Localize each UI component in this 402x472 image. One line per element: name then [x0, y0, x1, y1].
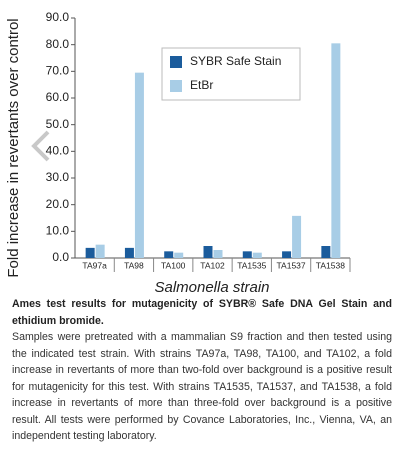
- bar: [242, 251, 252, 258]
- bar: [321, 246, 331, 258]
- x-tick-label: TA1535: [237, 260, 266, 270]
- bar: [124, 247, 134, 258]
- prev-arrow[interactable]: [31, 130, 50, 162]
- bar: [252, 252, 262, 258]
- y-tick-label: 80.0: [46, 37, 70, 51]
- legend-label: SYBR Safe Stain: [190, 54, 281, 68]
- bar: [134, 72, 144, 259]
- caption-title: Ames test results for mutagenicity of SY…: [12, 298, 392, 327]
- legend-swatch: [170, 80, 182, 92]
- x-tick-label: TA102: [200, 260, 225, 270]
- bar: [164, 251, 174, 258]
- x-tick-label: TA100: [161, 260, 186, 270]
- caption: Ames test results for mutagenicity of SY…: [0, 296, 402, 445]
- y-axis-label: Fold increase in revertants over control: [5, 18, 22, 277]
- y-tick-label: 90.0: [46, 10, 70, 24]
- x-tick-label: TA1538: [316, 260, 345, 270]
- x-axis-label: Salmonella strain: [154, 279, 269, 296]
- legend-swatch: [170, 56, 182, 68]
- y-tick-label: 20.0: [46, 197, 70, 211]
- y-tick-label: 30.0: [46, 170, 70, 184]
- y-tick-label: 70.0: [46, 64, 70, 78]
- bar: [85, 247, 95, 258]
- caption-body: Samples were pretreated with a mammalian…: [12, 331, 392, 442]
- bar: [292, 215, 302, 258]
- legend-box: [161, 47, 301, 101]
- y-tick-label: 10.0: [46, 224, 70, 238]
- y-tick-label: 40.0: [46, 144, 70, 158]
- chart: Fold increase in revertants over control…: [5, 10, 351, 296]
- bar: [95, 244, 105, 258]
- bar: [331, 43, 341, 259]
- x-tick-label: TA97a: [82, 260, 107, 270]
- bar: [213, 250, 223, 258]
- legend-label: EtBr: [190, 78, 213, 92]
- x-tick-label: TA98: [124, 260, 144, 270]
- y-tick-label: 60.0: [46, 90, 70, 104]
- bar: [203, 246, 213, 258]
- y-tick-label: 0.0: [52, 250, 69, 264]
- bar: [174, 252, 184, 258]
- x-tick-label: TA1537: [277, 260, 306, 270]
- y-tick-label: 50.0: [46, 117, 70, 131]
- bar: [282, 251, 292, 258]
